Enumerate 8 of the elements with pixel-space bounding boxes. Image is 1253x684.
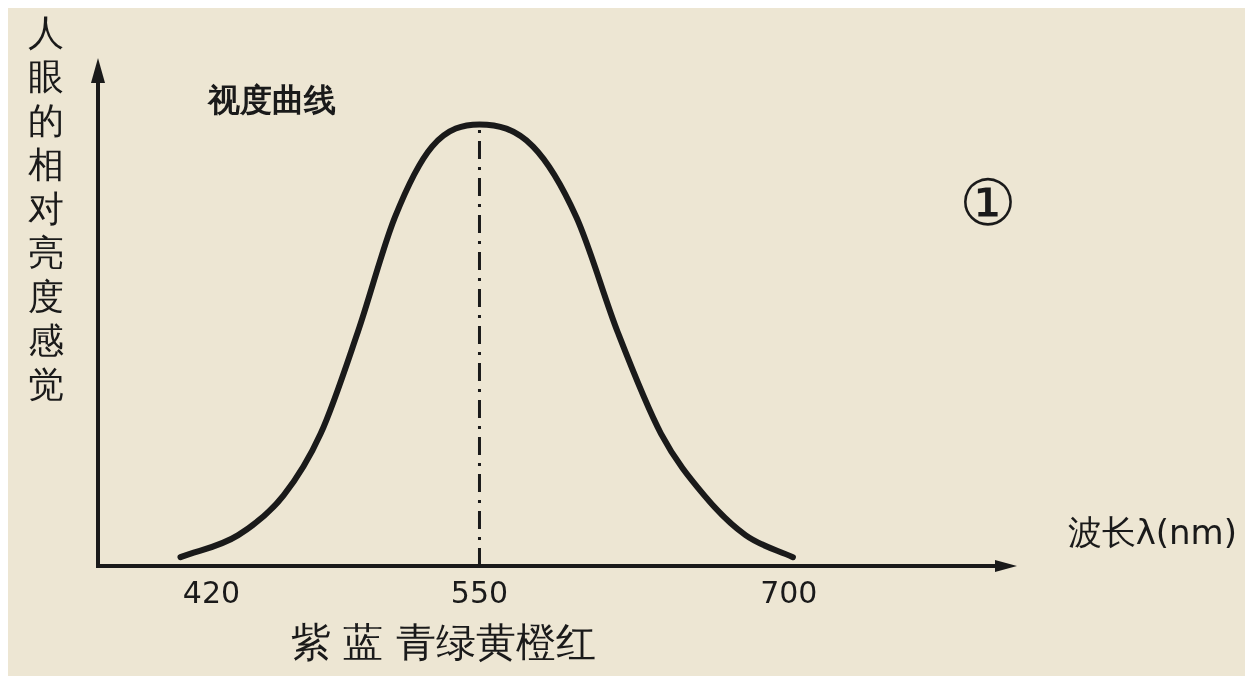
annotation: ①: [959, 165, 1017, 240]
text: 紫 蓝 青绿黄橙红: [290, 619, 597, 666]
x-tick-label: 700: [760, 574, 818, 610]
x-tick-label: 550: [450, 574, 509, 610]
text: 人眼的相对亮度感觉: [28, 12, 64, 406]
x-tick-label: 420: [182, 574, 241, 610]
text: 视度曲线: [207, 81, 336, 120]
x-axis-title: 波长λ(nm): [1067, 511, 1237, 552]
